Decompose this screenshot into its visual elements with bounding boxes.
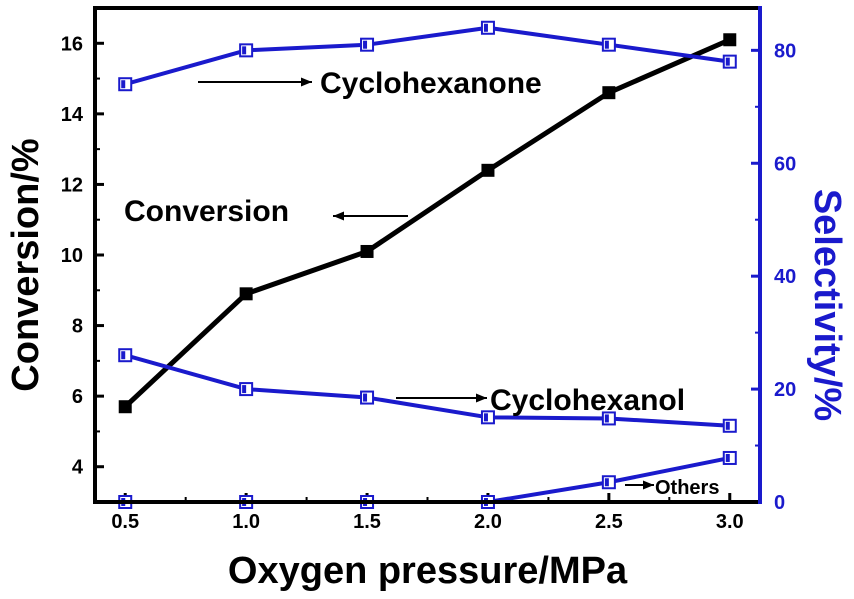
cyclohexanol-marker <box>118 348 133 363</box>
cyclohexanol-marker <box>360 390 375 405</box>
others-marker <box>722 450 737 465</box>
marker-half-fill <box>725 57 730 66</box>
marker-half-fill <box>242 46 247 55</box>
cyclohexanone-marker <box>118 77 133 92</box>
marker-half-fill <box>725 453 730 462</box>
x-tick-label: 3.0 <box>716 511 744 533</box>
cyclohexanone-marker <box>360 37 375 52</box>
others-arrow-head <box>643 480 654 490</box>
y-right-tick-label: 0 <box>774 492 785 514</box>
x-tick-label: 0.5 <box>111 511 139 533</box>
marker-half-fill <box>483 413 488 422</box>
conversion-marker <box>602 86 616 100</box>
y-left-tick-label: 6 <box>72 386 83 408</box>
cyclohexanone-marker <box>601 37 616 52</box>
x-tick-label: 1.5 <box>353 511 381 533</box>
marker-half-fill <box>242 385 247 394</box>
cyclohexanol-marker <box>239 382 254 397</box>
y-right-tick-label: 40 <box>774 266 796 288</box>
annotation-cyclohexanone: Cyclohexanone <box>320 67 542 100</box>
y-right-tick-label: 60 <box>774 153 796 175</box>
cyclohexanol-marker <box>480 410 495 425</box>
x-tick-label: 2.5 <box>595 511 623 533</box>
marker-half-fill <box>604 414 609 423</box>
y-left-tick-label: 14 <box>61 104 84 126</box>
cyclohexanol-line <box>124 353 730 428</box>
y-left-tick-label: 8 <box>72 316 83 338</box>
marker-half-fill <box>604 40 609 49</box>
conversion-marker <box>723 33 737 47</box>
x-axis-title: Oxygen pressure/MPa <box>228 550 628 592</box>
annotation-cyclohexanol: Cyclohexanol <box>490 384 685 417</box>
conversion-marker <box>481 163 495 177</box>
y-right-tick-label: 20 <box>774 379 796 401</box>
conversion-marker <box>239 287 253 301</box>
cyclohexanone-marker <box>239 43 254 58</box>
annotation-arrows <box>198 77 654 490</box>
cyclohexanone-marker <box>722 54 737 69</box>
marker-half-fill <box>725 421 730 430</box>
cyclohexanone-marker <box>480 20 495 35</box>
y-axis-left-title: Conversion/% <box>5 138 47 391</box>
y-axis-right-title: Selectivity/% <box>806 189 848 421</box>
y-left-tick-label: 12 <box>61 174 83 196</box>
others-line <box>125 456 731 504</box>
y-right-tick-label: 80 <box>774 40 796 62</box>
annotation-conversion: Conversion <box>124 195 289 228</box>
marker-half-fill <box>363 393 368 402</box>
cyclohexanol-arrow-head <box>476 393 487 403</box>
y-left-tick-label: 10 <box>61 245 83 267</box>
marker-half-fill <box>604 478 609 487</box>
conversion-marker <box>360 244 374 258</box>
conversion-arrow-head <box>333 211 344 221</box>
marker-half-fill <box>121 351 126 360</box>
marker-half-fill <box>121 80 126 89</box>
y-left-tick-label: 16 <box>61 33 83 55</box>
conversion-line <box>123 37 731 409</box>
cyclohexanol-marker <box>601 411 616 426</box>
axis-ticks <box>95 41 760 504</box>
others-marker <box>601 475 616 490</box>
x-tick-label: 1.0 <box>232 511 260 533</box>
conversion-marker <box>118 400 132 414</box>
marker-half-fill <box>363 40 368 49</box>
cyclohexanol-marker <box>722 418 737 433</box>
x-tick-label: 2.0 <box>474 511 502 533</box>
annotation-others: Others <box>655 477 719 499</box>
series-markers <box>118 20 737 509</box>
marker-half-fill <box>483 23 488 32</box>
cyclohexanone-line <box>124 25 731 87</box>
tick-labels: 0.5 1.0 1.5 2.0 2.5 3.0 4 6 8 10 12 14 16 0 20 40 60 80 <box>61 33 797 533</box>
y-left-tick-label: 4 <box>72 457 84 479</box>
cyclohexanone-arrow-head <box>301 77 312 87</box>
